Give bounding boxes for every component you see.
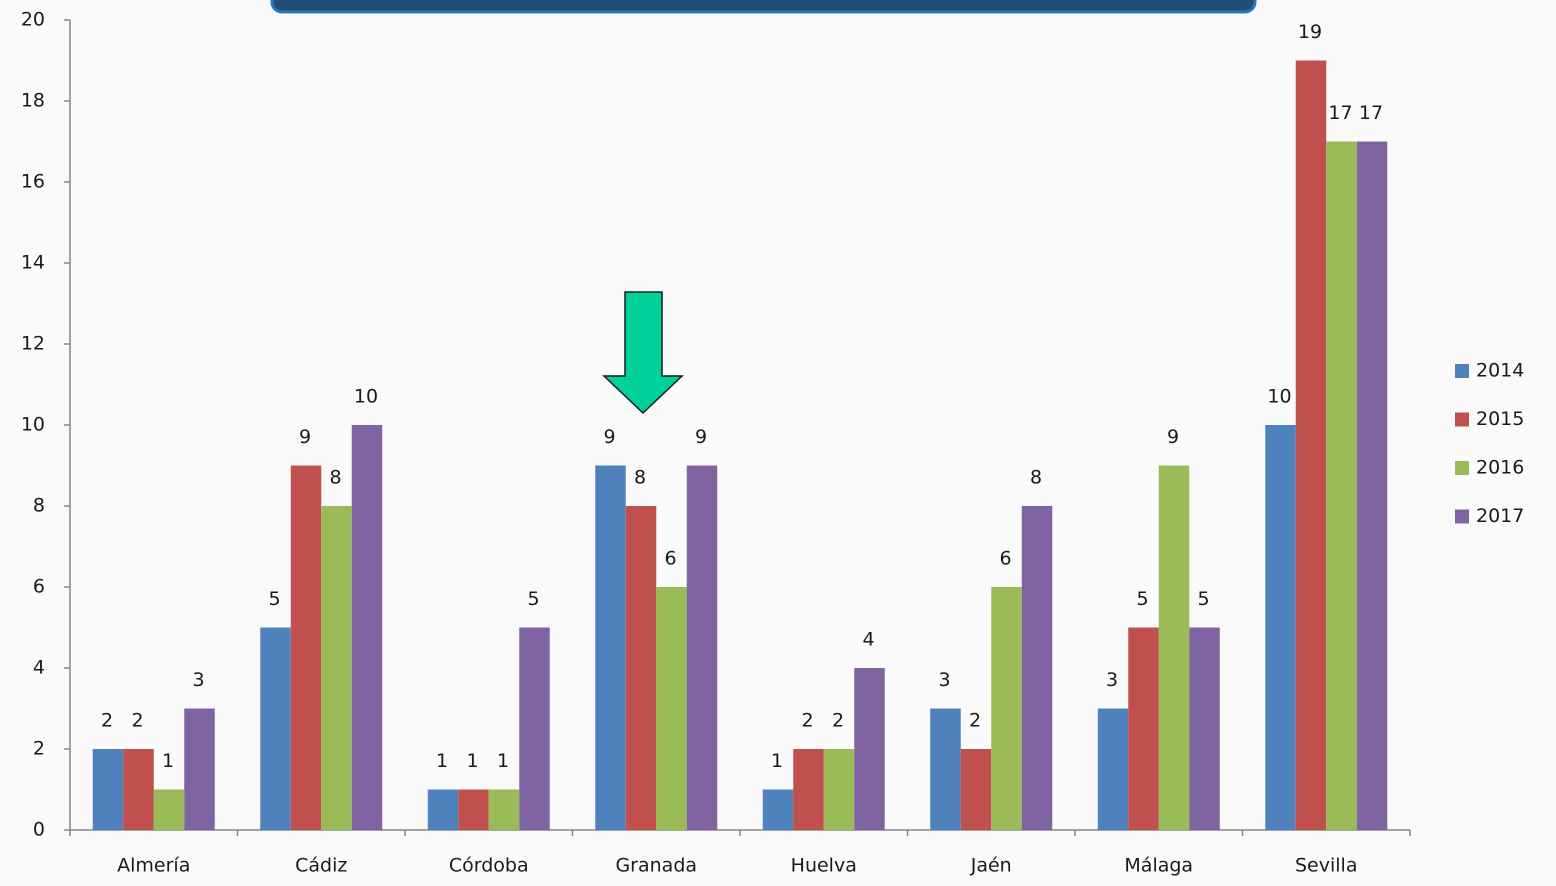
x-tick-label: Sevilla — [1295, 855, 1357, 877]
data-label: 19 — [1298, 21, 1322, 43]
bar — [1128, 627, 1159, 830]
data-label: 6 — [664, 548, 676, 570]
y-tick-label: 4 — [33, 657, 45, 679]
data-label: 5 — [1197, 588, 1209, 610]
legend-label: 2014 — [1476, 360, 1524, 382]
bar — [762, 789, 794, 830]
data-label: 2 — [101, 710, 113, 732]
bar — [488, 789, 520, 830]
data-label: 8 — [634, 467, 646, 489]
x-tick-label: Cádiz — [295, 855, 347, 877]
y-tick-label: 10 — [21, 414, 45, 436]
bar — [1021, 506, 1053, 830]
legend-swatch — [1455, 509, 1469, 524]
bar — [290, 465, 322, 830]
bar — [92, 749, 124, 830]
y-tick-label: 8 — [33, 495, 45, 517]
data-label: 9 — [299, 426, 311, 448]
legend-label: 2017 — [1476, 505, 1524, 527]
y-tick-label: 6 — [33, 576, 45, 598]
data-label: 5 — [527, 588, 539, 610]
bar — [1158, 465, 1190, 830]
bar — [123, 749, 154, 830]
y-tick-label: 12 — [21, 333, 45, 355]
bar — [1356, 141, 1388, 830]
y-tick-label: 16 — [21, 171, 45, 193]
legend-label: 2015 — [1476, 408, 1524, 430]
y-tick-label: 20 — [21, 9, 45, 31]
bar — [519, 627, 550, 830]
legend-swatch — [1455, 412, 1469, 427]
x-tick-label: Córdoba — [449, 855, 529, 877]
x-tick-label: Jaén — [970, 855, 1012, 877]
bar — [793, 749, 824, 830]
y-tick-label: 2 — [33, 738, 45, 760]
bar — [595, 465, 626, 830]
data-label: 3 — [192, 669, 204, 691]
bar — [991, 587, 1022, 830]
data-label: 1 — [436, 750, 448, 772]
bar — [1097, 708, 1129, 830]
data-label: 10 — [354, 386, 378, 408]
legend-label: 2016 — [1476, 457, 1524, 479]
bar — [184, 708, 215, 830]
bar — [656, 587, 687, 830]
y-tick-label: 0 — [33, 819, 45, 841]
data-label: 8 — [1030, 467, 1042, 489]
highlight-arrow — [602, 291, 684, 415]
x-tick-label: Almería — [117, 855, 190, 877]
bar — [823, 749, 855, 830]
bar — [686, 465, 718, 830]
legend-swatch — [1455, 461, 1469, 475]
data-label: 1 — [466, 750, 478, 772]
data-label: 5 — [268, 588, 280, 610]
data-label: 2 — [131, 710, 143, 732]
legend-swatch — [1455, 364, 1469, 378]
data-label: 3 — [1106, 669, 1118, 691]
bar — [1326, 141, 1357, 830]
bar — [458, 789, 489, 830]
data-label: 3 — [938, 669, 950, 691]
data-label: 1 — [771, 750, 783, 772]
data-label: 8 — [329, 467, 341, 489]
data-label: 2 — [832, 710, 844, 732]
data-label: 1 — [497, 750, 509, 772]
data-label: 9 — [603, 426, 615, 448]
data-label: 17 — [1359, 102, 1383, 124]
data-label: 1 — [162, 750, 174, 772]
bar — [1265, 425, 1296, 830]
header-banner — [270, 0, 1257, 14]
data-label: 2 — [969, 710, 981, 732]
bar — [854, 668, 885, 830]
data-label: 9 — [1167, 426, 1179, 448]
x-tick-label: Granada — [615, 855, 697, 877]
bar — [351, 425, 383, 830]
bar — [1189, 627, 1220, 830]
bar — [625, 506, 657, 830]
bar — [930, 708, 961, 830]
data-label: 4 — [862, 629, 874, 651]
data-label: 17 — [1328, 102, 1352, 124]
bar — [427, 789, 459, 830]
x-tick-label: Málaga — [1124, 855, 1193, 877]
data-label: 5 — [1136, 588, 1148, 610]
data-label: 2 — [801, 710, 813, 732]
bar — [153, 789, 185, 830]
bar — [321, 506, 352, 830]
y-tick-label: 18 — [21, 90, 45, 112]
bar — [260, 627, 291, 830]
data-label: 6 — [999, 548, 1011, 570]
bar — [1295, 60, 1327, 830]
bar — [960, 749, 992, 830]
data-label: 9 — [695, 426, 707, 448]
data-label: 10 — [1267, 386, 1291, 408]
y-tick-label: 14 — [21, 252, 45, 274]
x-tick-label: Huelva — [791, 855, 857, 877]
